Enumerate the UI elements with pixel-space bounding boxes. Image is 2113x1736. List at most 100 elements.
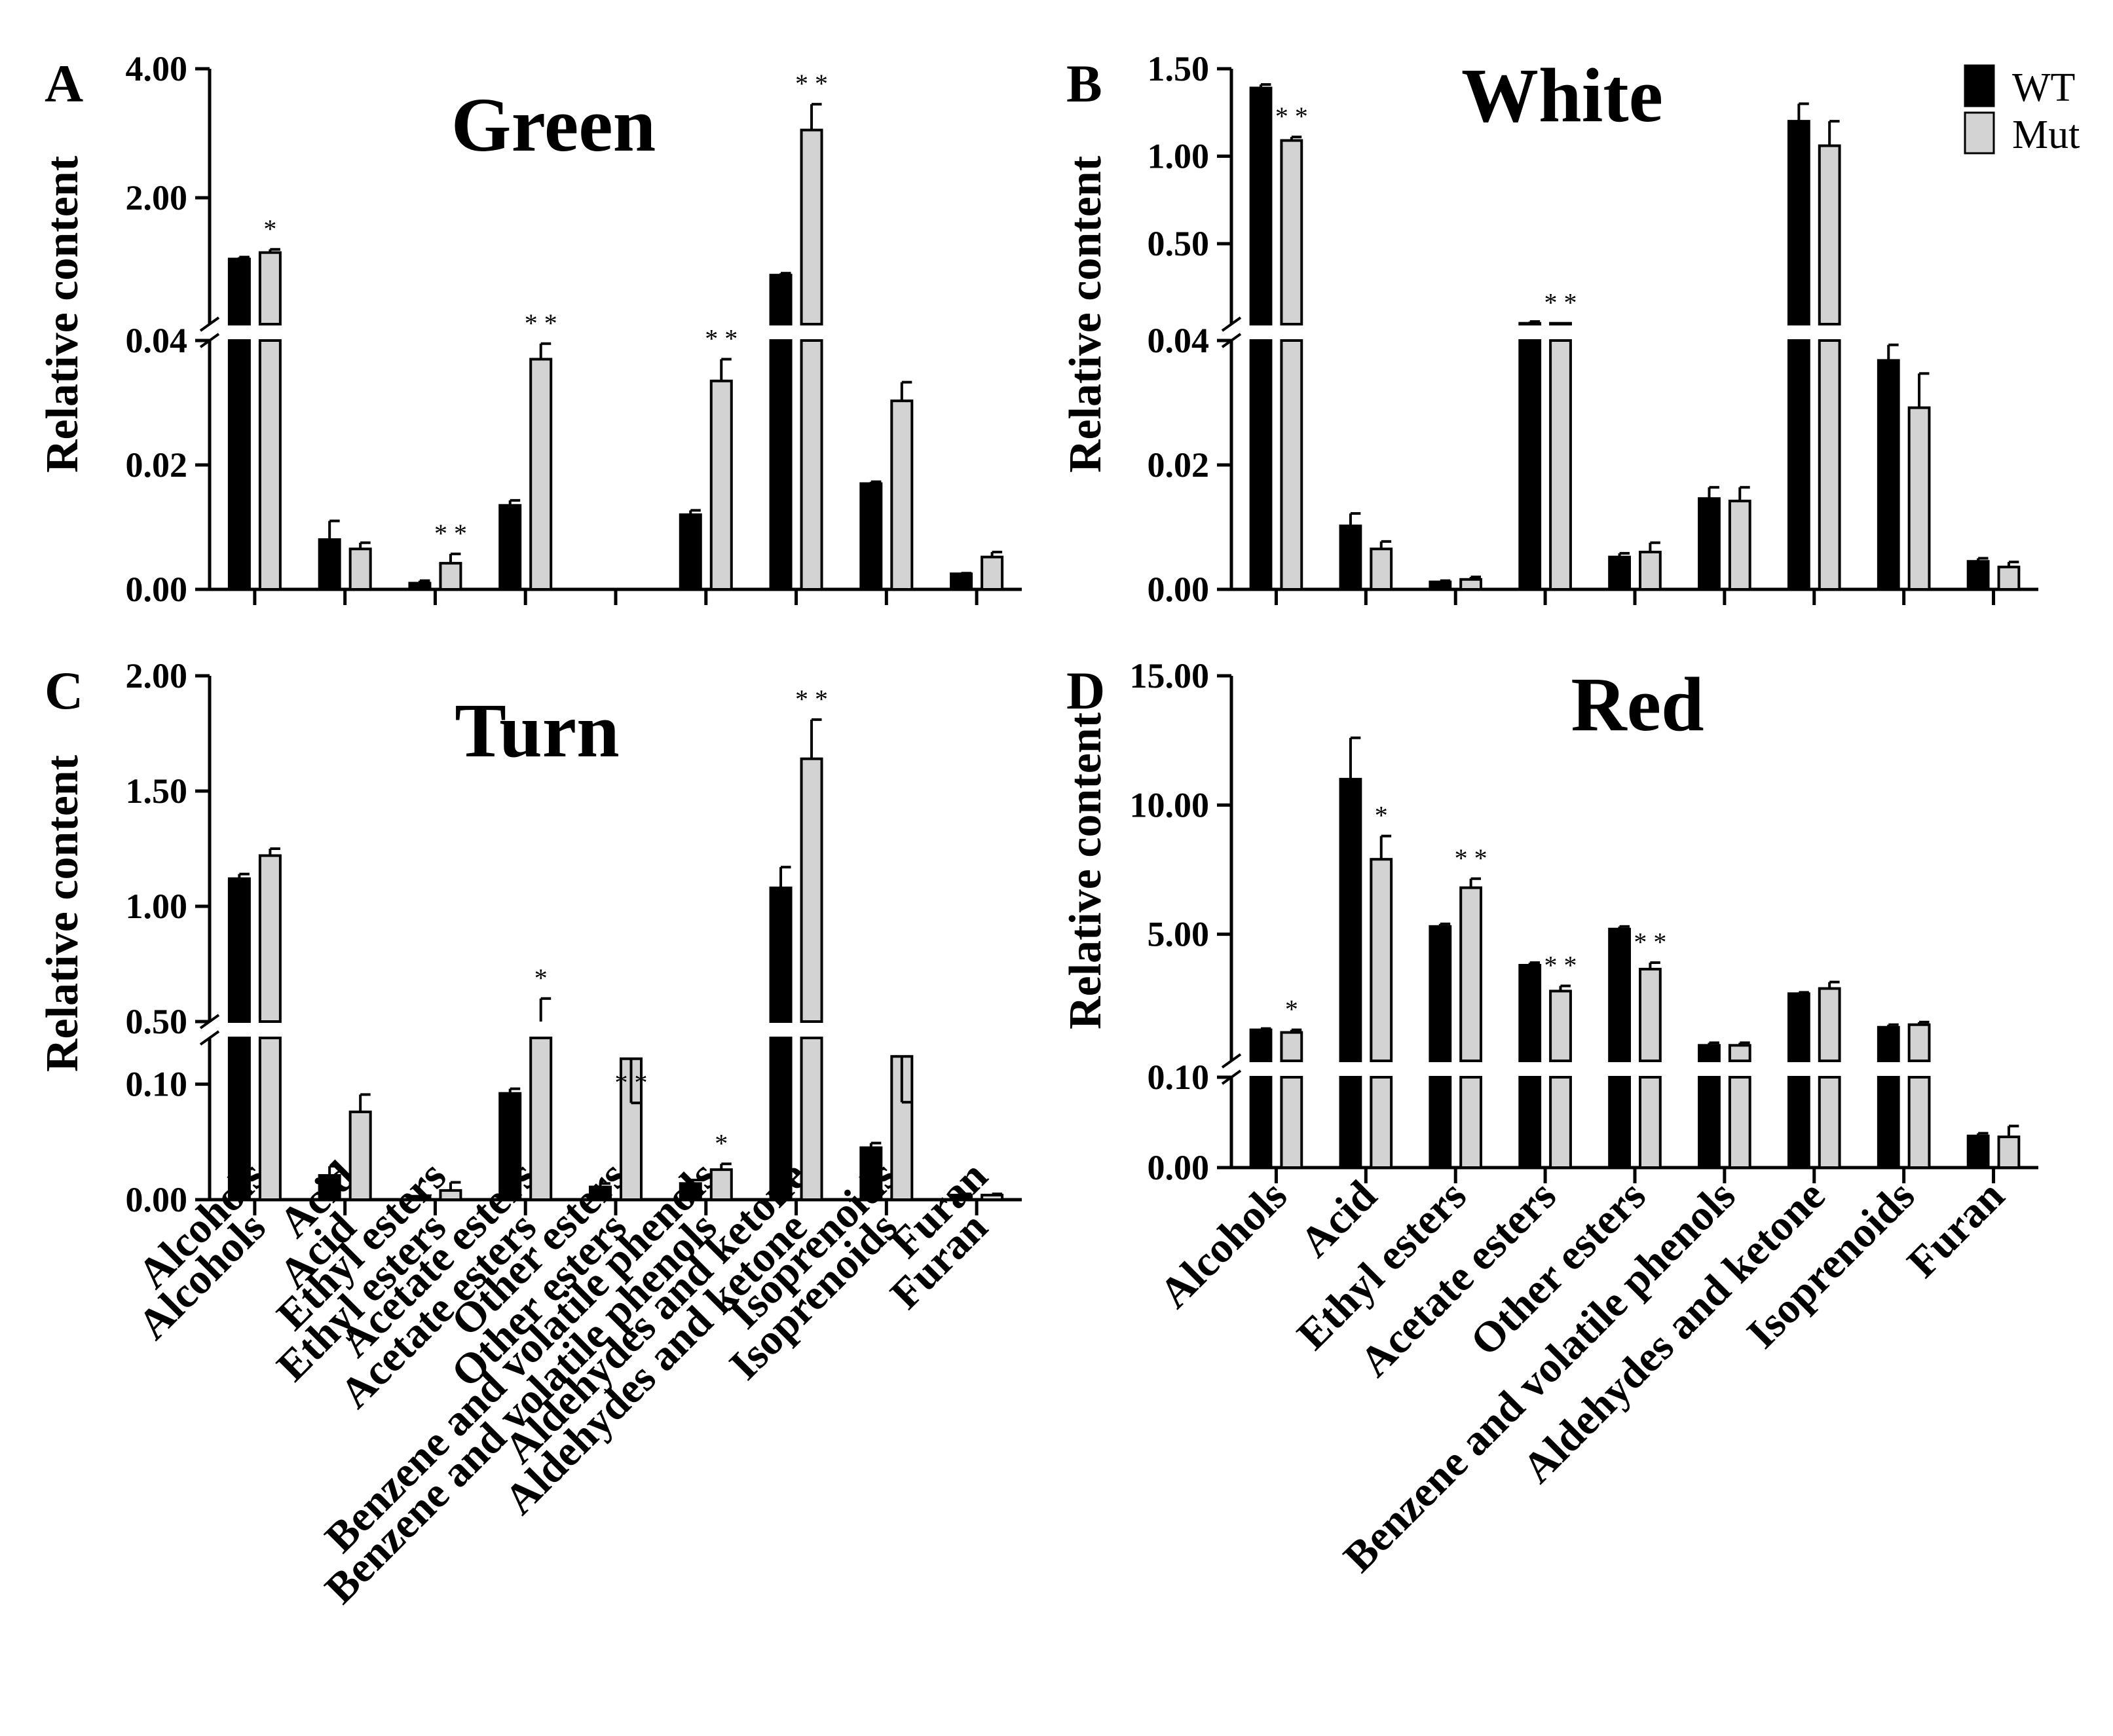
bar-wt <box>769 886 793 1023</box>
bar-mut <box>258 251 282 326</box>
bar-wt <box>1698 1044 1721 1062</box>
bar-wt <box>859 1146 883 1202</box>
y-tick-label: 0.04 <box>126 321 188 360</box>
bar-wt <box>859 482 883 591</box>
bar-mut <box>1639 1076 1662 1169</box>
bar-mut <box>1280 139 1303 326</box>
panel-c: C Turn Relative content 0.00 0.10 0.50 1.00 1.5… <box>37 656 1022 1613</box>
significance-marker: * <box>534 963 548 993</box>
bar-wt <box>318 1173 341 1201</box>
bar-mut <box>1459 1076 1483 1169</box>
significance-marker: * <box>1375 801 1388 830</box>
y-tick-label: 10.00 <box>1130 785 1210 824</box>
bar-wt <box>498 504 522 591</box>
bar-wt <box>1249 86 1273 325</box>
bar-wt <box>1429 580 1452 591</box>
significance-marker: * <box>1285 995 1298 1024</box>
bar-mut <box>1907 1076 1931 1169</box>
y-tick-label: 4.00 <box>126 49 188 88</box>
panel-title: Green <box>451 82 656 168</box>
bar-mut <box>1459 578 1483 591</box>
bar-wt <box>950 572 973 591</box>
bar-mut <box>348 547 372 591</box>
axis-break-mark <box>199 1030 220 1046</box>
y-tick-label: 15.00 <box>1130 656 1210 695</box>
bar-wt <box>679 1182 702 1202</box>
bar-mut <box>258 1037 282 1201</box>
bar-wt <box>498 1092 522 1201</box>
bar-mut <box>1728 1076 1751 1169</box>
panel-letter: A <box>45 54 83 113</box>
significance-marker: * * <box>525 308 557 338</box>
significance-marker: * * <box>1634 927 1666 957</box>
axis-break-mark <box>1221 316 1242 332</box>
panel-d: D Red Relative content 0.00 0.10 5.00 10.00 15.… <box>1060 656 2038 1581</box>
panel-title: Turn <box>455 688 620 773</box>
y-tick-label: 0.02 <box>1148 445 1210 485</box>
bar-mut <box>1818 339 1841 591</box>
significance-marker: * * <box>795 684 828 714</box>
bar-mut <box>800 1037 823 1201</box>
y-axis-label: Relative content <box>37 755 88 1072</box>
panel-title: White <box>1461 52 1663 138</box>
y-tick-label: 5.00 <box>1148 915 1210 954</box>
bar-mut <box>1370 1076 1393 1169</box>
panel-b: B White Relative content 0.00 0.02 0.04 0.50 1.… <box>1060 49 2038 609</box>
bar-mut <box>1997 1136 2021 1169</box>
bar-mut <box>981 1193 1004 1202</box>
y-axis-label: Relative content <box>37 156 88 473</box>
bar-wt <box>1429 1076 1452 1169</box>
bar-mut <box>1549 989 1572 1063</box>
axis-break-mark <box>199 316 220 332</box>
bar-wt <box>227 339 251 591</box>
bar-mut <box>1728 1044 1751 1062</box>
bar-wt <box>1249 1028 1273 1062</box>
bar-wt <box>1518 322 1542 326</box>
significance-marker: * * <box>1455 843 1487 873</box>
bar-mut <box>1549 339 1572 591</box>
bar-mut <box>439 1189 462 1202</box>
bar-mut <box>1280 1031 1303 1062</box>
y-tick-label: 0.10 <box>126 1065 188 1104</box>
bar-wt <box>1966 1134 1990 1169</box>
bar-wt <box>1518 339 1542 591</box>
bar-wt <box>1339 1076 1362 1169</box>
bar-mut <box>1639 551 1662 591</box>
bar-wt <box>1608 927 1631 1063</box>
bar-mut <box>1907 406 1931 591</box>
bar-mut <box>800 128 823 325</box>
bar-wt <box>1966 560 1990 591</box>
bar-wt <box>1608 555 1631 591</box>
bar-wt <box>227 1037 251 1201</box>
legend: WT Mut <box>1964 64 2080 157</box>
y-tick-label: 0.00 <box>126 1180 188 1219</box>
bar-wt <box>1339 525 1362 591</box>
panel-letter: B <box>1066 54 1102 113</box>
bar-mut <box>1818 987 1841 1062</box>
y-tick-label: 1.50 <box>126 771 188 811</box>
y-tick-label: 2.00 <box>126 178 188 217</box>
bar-mut <box>1907 1023 1931 1063</box>
bar-mut <box>800 339 823 591</box>
significance-marker: * * <box>1544 288 1577 318</box>
y-tick-label: 2.00 <box>126 656 188 695</box>
bar-wt <box>1518 1076 1542 1169</box>
x-category-label: Alcohols <box>1150 1172 1296 1318</box>
bar-wt <box>1877 1025 1900 1063</box>
bar-mut <box>981 555 1004 591</box>
bar-mut <box>1459 886 1483 1062</box>
bar-mut <box>709 379 733 591</box>
bar-mut <box>1549 1076 1572 1169</box>
bar-wt <box>1608 1076 1631 1169</box>
y-tick-label: 0.00 <box>1148 570 1210 609</box>
y-tick-label: 0.10 <box>1148 1058 1210 1097</box>
bar-wt <box>1787 992 1810 1063</box>
bar-wt <box>1249 1076 1273 1169</box>
y-tick-label: 0.02 <box>126 445 188 485</box>
axis-break-mark <box>1221 1053 1242 1069</box>
legend-label-mut: Mut <box>2012 113 2080 157</box>
y-tick-label: 0.00 <box>1148 1148 1210 1187</box>
y-axis-label: Relative content <box>1060 712 1111 1029</box>
bar-mut <box>439 562 462 591</box>
